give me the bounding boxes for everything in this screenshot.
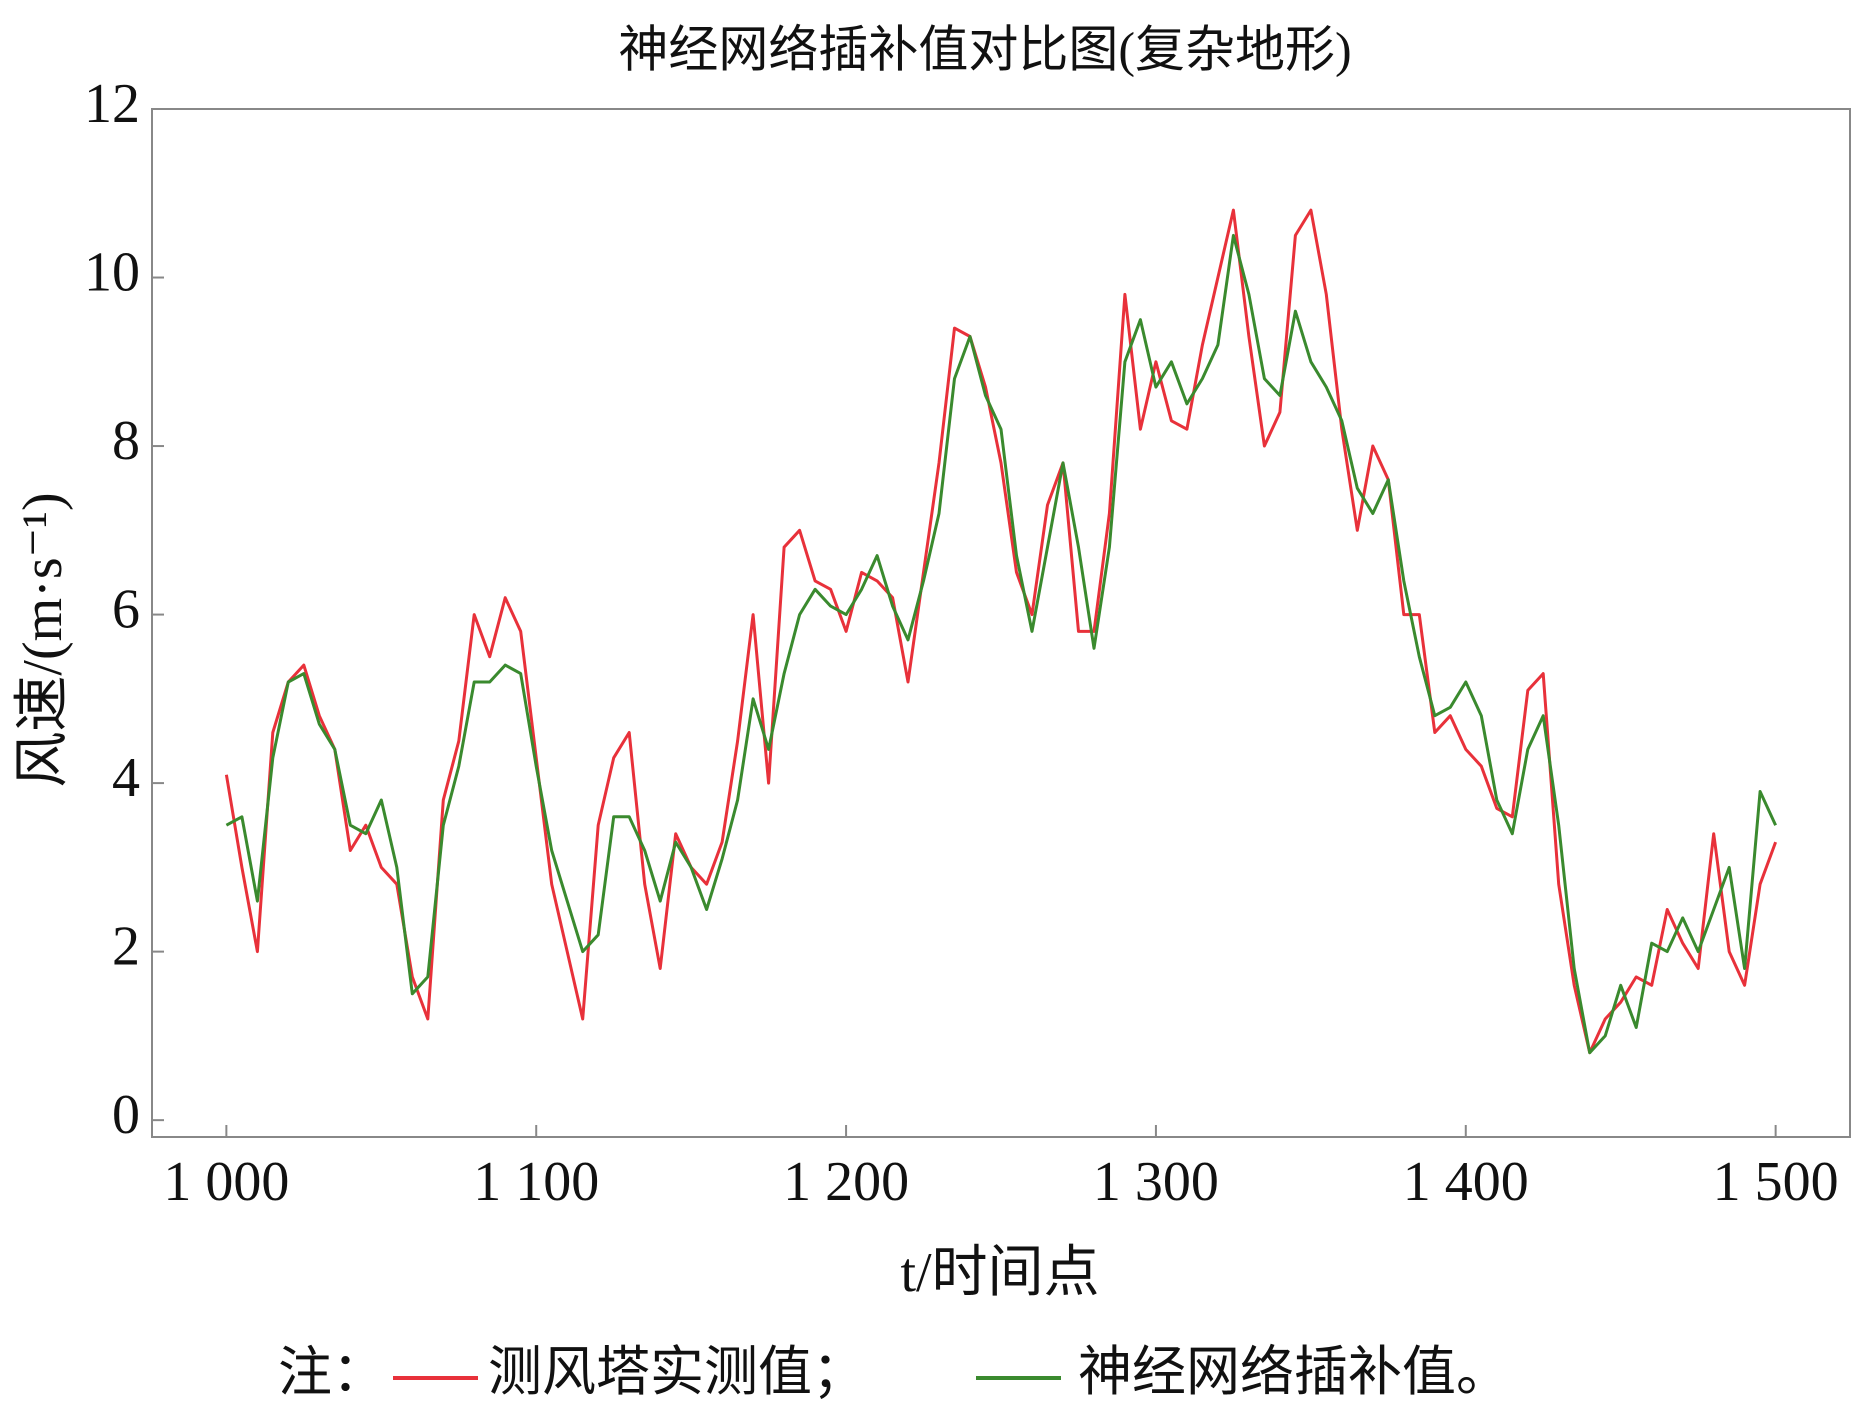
y-tick-label: 10 — [84, 241, 140, 303]
x-axis-label: t/时间点 — [900, 1242, 1099, 1304]
legend-note: 注： — [278, 1342, 386, 1402]
y-tick-label: 2 — [112, 915, 140, 977]
legend-label: 神经网络插补值。 — [1078, 1342, 1510, 1402]
y-tick-label: 4 — [112, 747, 140, 809]
y-tick-label: 6 — [112, 578, 140, 640]
x-tick-label: 1 100 — [473, 1151, 599, 1213]
legend-name: 神经网络插补值 — [1078, 1342, 1456, 1402]
legend-separator: 。 — [1456, 1342, 1510, 1402]
y-tick-label: 8 — [112, 410, 140, 472]
plot-frame — [151, 108, 1851, 1138]
series-line — [225, 233, 1777, 1055]
legend-name: 测风塔实测值 — [488, 1342, 812, 1402]
legend-separator: ； — [812, 1342, 866, 1402]
chart-title: 神经网络插补值对比图(复杂地形) — [618, 21, 1351, 77]
y-tick-label: 12 — [84, 73, 140, 135]
x-tick-label: 1 000 — [163, 1151, 289, 1213]
x-tick-label: 1 300 — [1093, 1151, 1219, 1213]
x-tick-label: 1 400 — [1403, 1151, 1529, 1213]
y-axis-label: 风速/(m·s⁻¹) — [12, 492, 74, 787]
legend-label: 测风塔实测值； — [488, 1342, 866, 1402]
x-tick-label: 1 500 — [1713, 1151, 1839, 1213]
series-line — [224, 208, 1778, 1055]
x-tick-label: 1 200 — [783, 1151, 909, 1213]
y-tick-label: 0 — [112, 1084, 140, 1146]
